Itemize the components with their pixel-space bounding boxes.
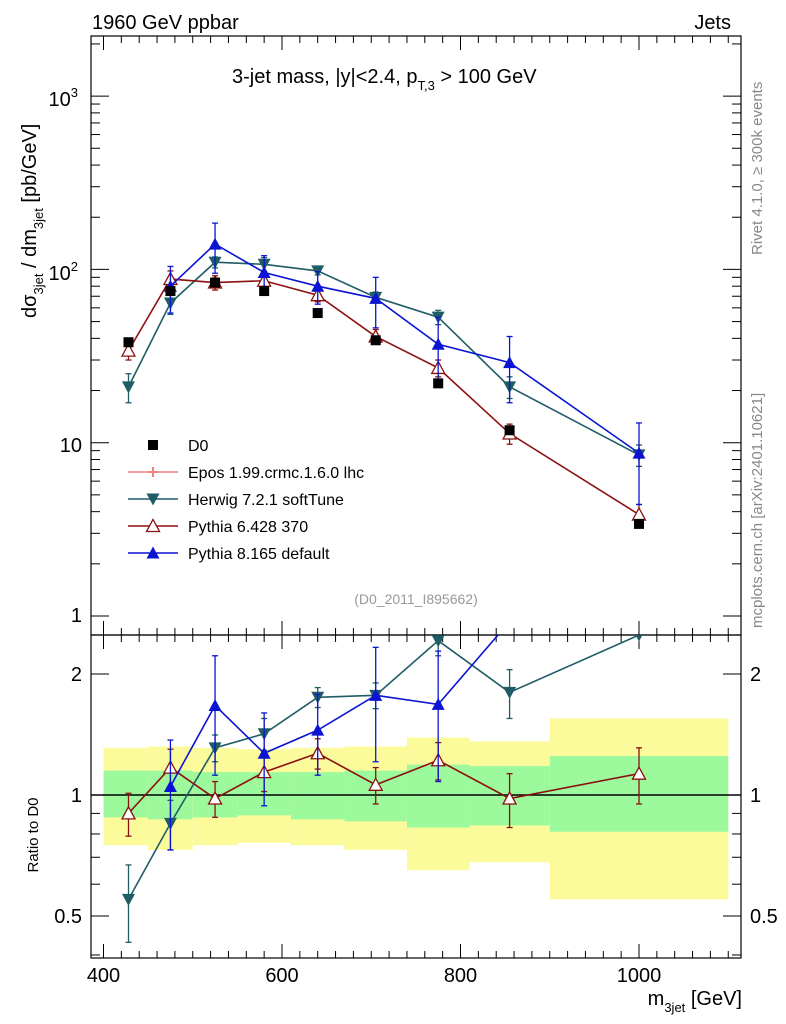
ratio-ytick-right-0.5: 0.5 (750, 906, 778, 928)
herwig-721-point-0 (121, 381, 135, 394)
legend-marker-2 (146, 493, 160, 506)
ratio-pythia-8165-err-1 (167, 739, 174, 851)
ytick-label-100: 102 (49, 259, 78, 285)
ratio-pythia-8165-err-6 (435, 650, 442, 783)
pythia-8165-point-8 (632, 446, 646, 459)
band-green-0 (103, 770, 149, 818)
ratio-pythia-8165-point-8 (633, 603, 646, 615)
ratio-pythia-6428-point-7 (501, 790, 518, 805)
pythia-8165-point-5 (369, 291, 383, 304)
pythia-8165-err-8 (636, 422, 642, 506)
legend-label-3: Pythia 6.428 370 (188, 519, 308, 536)
d0-point-5 (370, 335, 381, 346)
ratio-herwig-721-point-6 (431, 635, 445, 648)
d0-point-8 (634, 518, 644, 529)
ratio-ytick-left-0.5: 0.5 (54, 906, 82, 928)
d0-point-0 (123, 337, 134, 348)
ratio-pythia-6428-point-5 (368, 776, 384, 791)
xtick-label-800: 800 (444, 965, 477, 987)
legend-label-0: D0 (188, 438, 209, 455)
pythia-8165-line (169, 243, 640, 454)
ratio-pythia-8165-point-4 (311, 723, 325, 736)
band-green-4 (290, 772, 345, 820)
ratio-series-group (120, 603, 647, 943)
ratio-pythia-8165-point-5 (369, 688, 383, 701)
legend-marker-1 (148, 467, 158, 477)
ratio-ytick-right-2: 2 (750, 664, 761, 686)
ytick-label-1: 1 (71, 605, 82, 627)
legend-marker-3 (145, 518, 161, 533)
x-axis-label: m3jet [GeV] (648, 988, 742, 1015)
ratio-ytick-left-2: 2 (71, 664, 82, 686)
pythia-8165-point-4 (311, 279, 325, 292)
ratio-pythia-6428-point-8 (631, 765, 647, 780)
ratio-pythia-8165-err-5 (372, 646, 379, 763)
ytick-label-10: 10 (60, 435, 82, 457)
d0-point-3 (259, 286, 270, 297)
herwig-721-line (127, 261, 640, 456)
main-series-group (120, 222, 647, 529)
ratio-ytick-left-1: 1 (71, 785, 82, 807)
ratio-pythia-8165-err-3 (261, 712, 268, 807)
ratio-herwig-721-point-0 (121, 893, 135, 906)
ratio-pythia-8165-line (169, 635, 500, 787)
legend-label-2: Herwig 7.2.1 softTune (188, 492, 344, 509)
d0-point-2 (210, 277, 221, 288)
ratio-ytick-right-1: 1 (750, 785, 761, 807)
rivet-label: Rivet 4.1.0, ≥ 300k events (749, 82, 766, 255)
pythia-8165-point-6 (431, 337, 445, 350)
ratio-frame (90, 634, 742, 959)
ratio-herwig-721-point-8 (635, 635, 643, 642)
pythia-8165-err-7 (506, 335, 513, 404)
d0-point-7 (504, 425, 515, 436)
pythia-6428-point-0 (120, 342, 137, 357)
ratio-pythia-6428-point-0 (120, 805, 137, 820)
pythia-8165-point-3 (257, 265, 271, 278)
ratio-pythia-6428-point-2 (207, 790, 223, 805)
legend-label-4: Pythia 8.165 default (188, 546, 330, 563)
ratio-pythia-8165-point-1 (163, 779, 177, 792)
legend-marker-0 (148, 440, 158, 450)
mcplots-label: mcplots.cern.ch [arXiv:2401.10621] (749, 393, 766, 628)
d0-point-4 (312, 308, 323, 319)
analysis-id: (D0_2011_I895662) (354, 591, 478, 607)
ratio-pythia-8165-point-7 (503, 615, 516, 627)
xtick-label-1000: 1000 (617, 965, 662, 987)
ratio-pythia-8165-point-3 (257, 746, 271, 759)
pythia-6428-point-8 (631, 506, 647, 521)
xtick-label-600: 600 (265, 965, 298, 987)
ratio-herwig-721-point-7 (503, 686, 517, 699)
pythia-8165-point-7 (503, 356, 517, 369)
d0-point-1 (165, 286, 176, 297)
d0-point-6 (433, 378, 444, 389)
ratio-pythia-8165-point-2 (208, 698, 222, 711)
ytick-label-1000: 103 (49, 85, 78, 111)
header-left: 1960 GeV ppbar (92, 12, 239, 34)
ratio-y-label: Ratio to D0 (25, 797, 42, 872)
legend-label-1: Epos 1.99.crmc.1.6.0 lhc (188, 465, 364, 482)
ratio-pythia-8165-point-6 (431, 697, 445, 710)
ratio-pythia-8165-err-2 (212, 655, 219, 776)
xtick-label-400: 400 (87, 965, 120, 987)
y-axis-label: dσ3jet / dm3jet [pb/GeV] (19, 124, 46, 318)
legend-marker-4 (146, 546, 160, 559)
pythia-8165-point-2 (208, 237, 222, 250)
plot-title: 3-jet mass, |y|<2.4, pT,3 > 100 GeV (232, 66, 537, 93)
header-right: Jets (694, 12, 731, 34)
